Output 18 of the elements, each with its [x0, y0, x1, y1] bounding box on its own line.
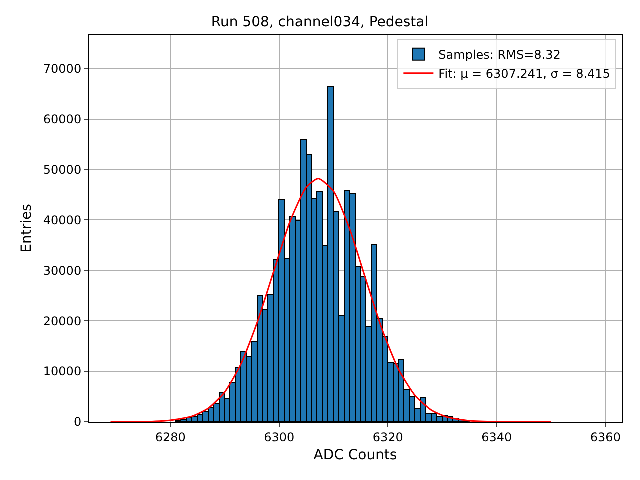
x-tick-label: 6300	[264, 430, 295, 444]
chart-title: Run 508, channel034, Pedestal	[211, 14, 429, 31]
legend-label: Fit: μ = 6307.241, σ = 8.415	[438, 67, 610, 82]
y-tick-label: 40000	[43, 213, 82, 228]
x-tick-label: 6280	[155, 430, 186, 444]
y-tick-label: 70000	[43, 62, 82, 76]
y-tick-label: 0	[74, 415, 82, 430]
y-axis-title: Entries	[19, 204, 36, 253]
y-tick-label: 30000	[43, 264, 82, 278]
x-tick-label: 6340	[482, 430, 512, 444]
x-axis-title: ADC Counts	[314, 448, 398, 464]
x-tick-label: 6320	[372, 430, 404, 444]
legend-label: Samples: RMS=8.32	[438, 48, 561, 62]
y-tick-label: 60000	[43, 112, 82, 126]
y-tick-label: 50000	[43, 162, 82, 177]
x-tick-label: 6360	[590, 430, 621, 444]
y-tick-label: 20000	[43, 314, 82, 328]
y-tick-label: 10000	[43, 364, 82, 379]
